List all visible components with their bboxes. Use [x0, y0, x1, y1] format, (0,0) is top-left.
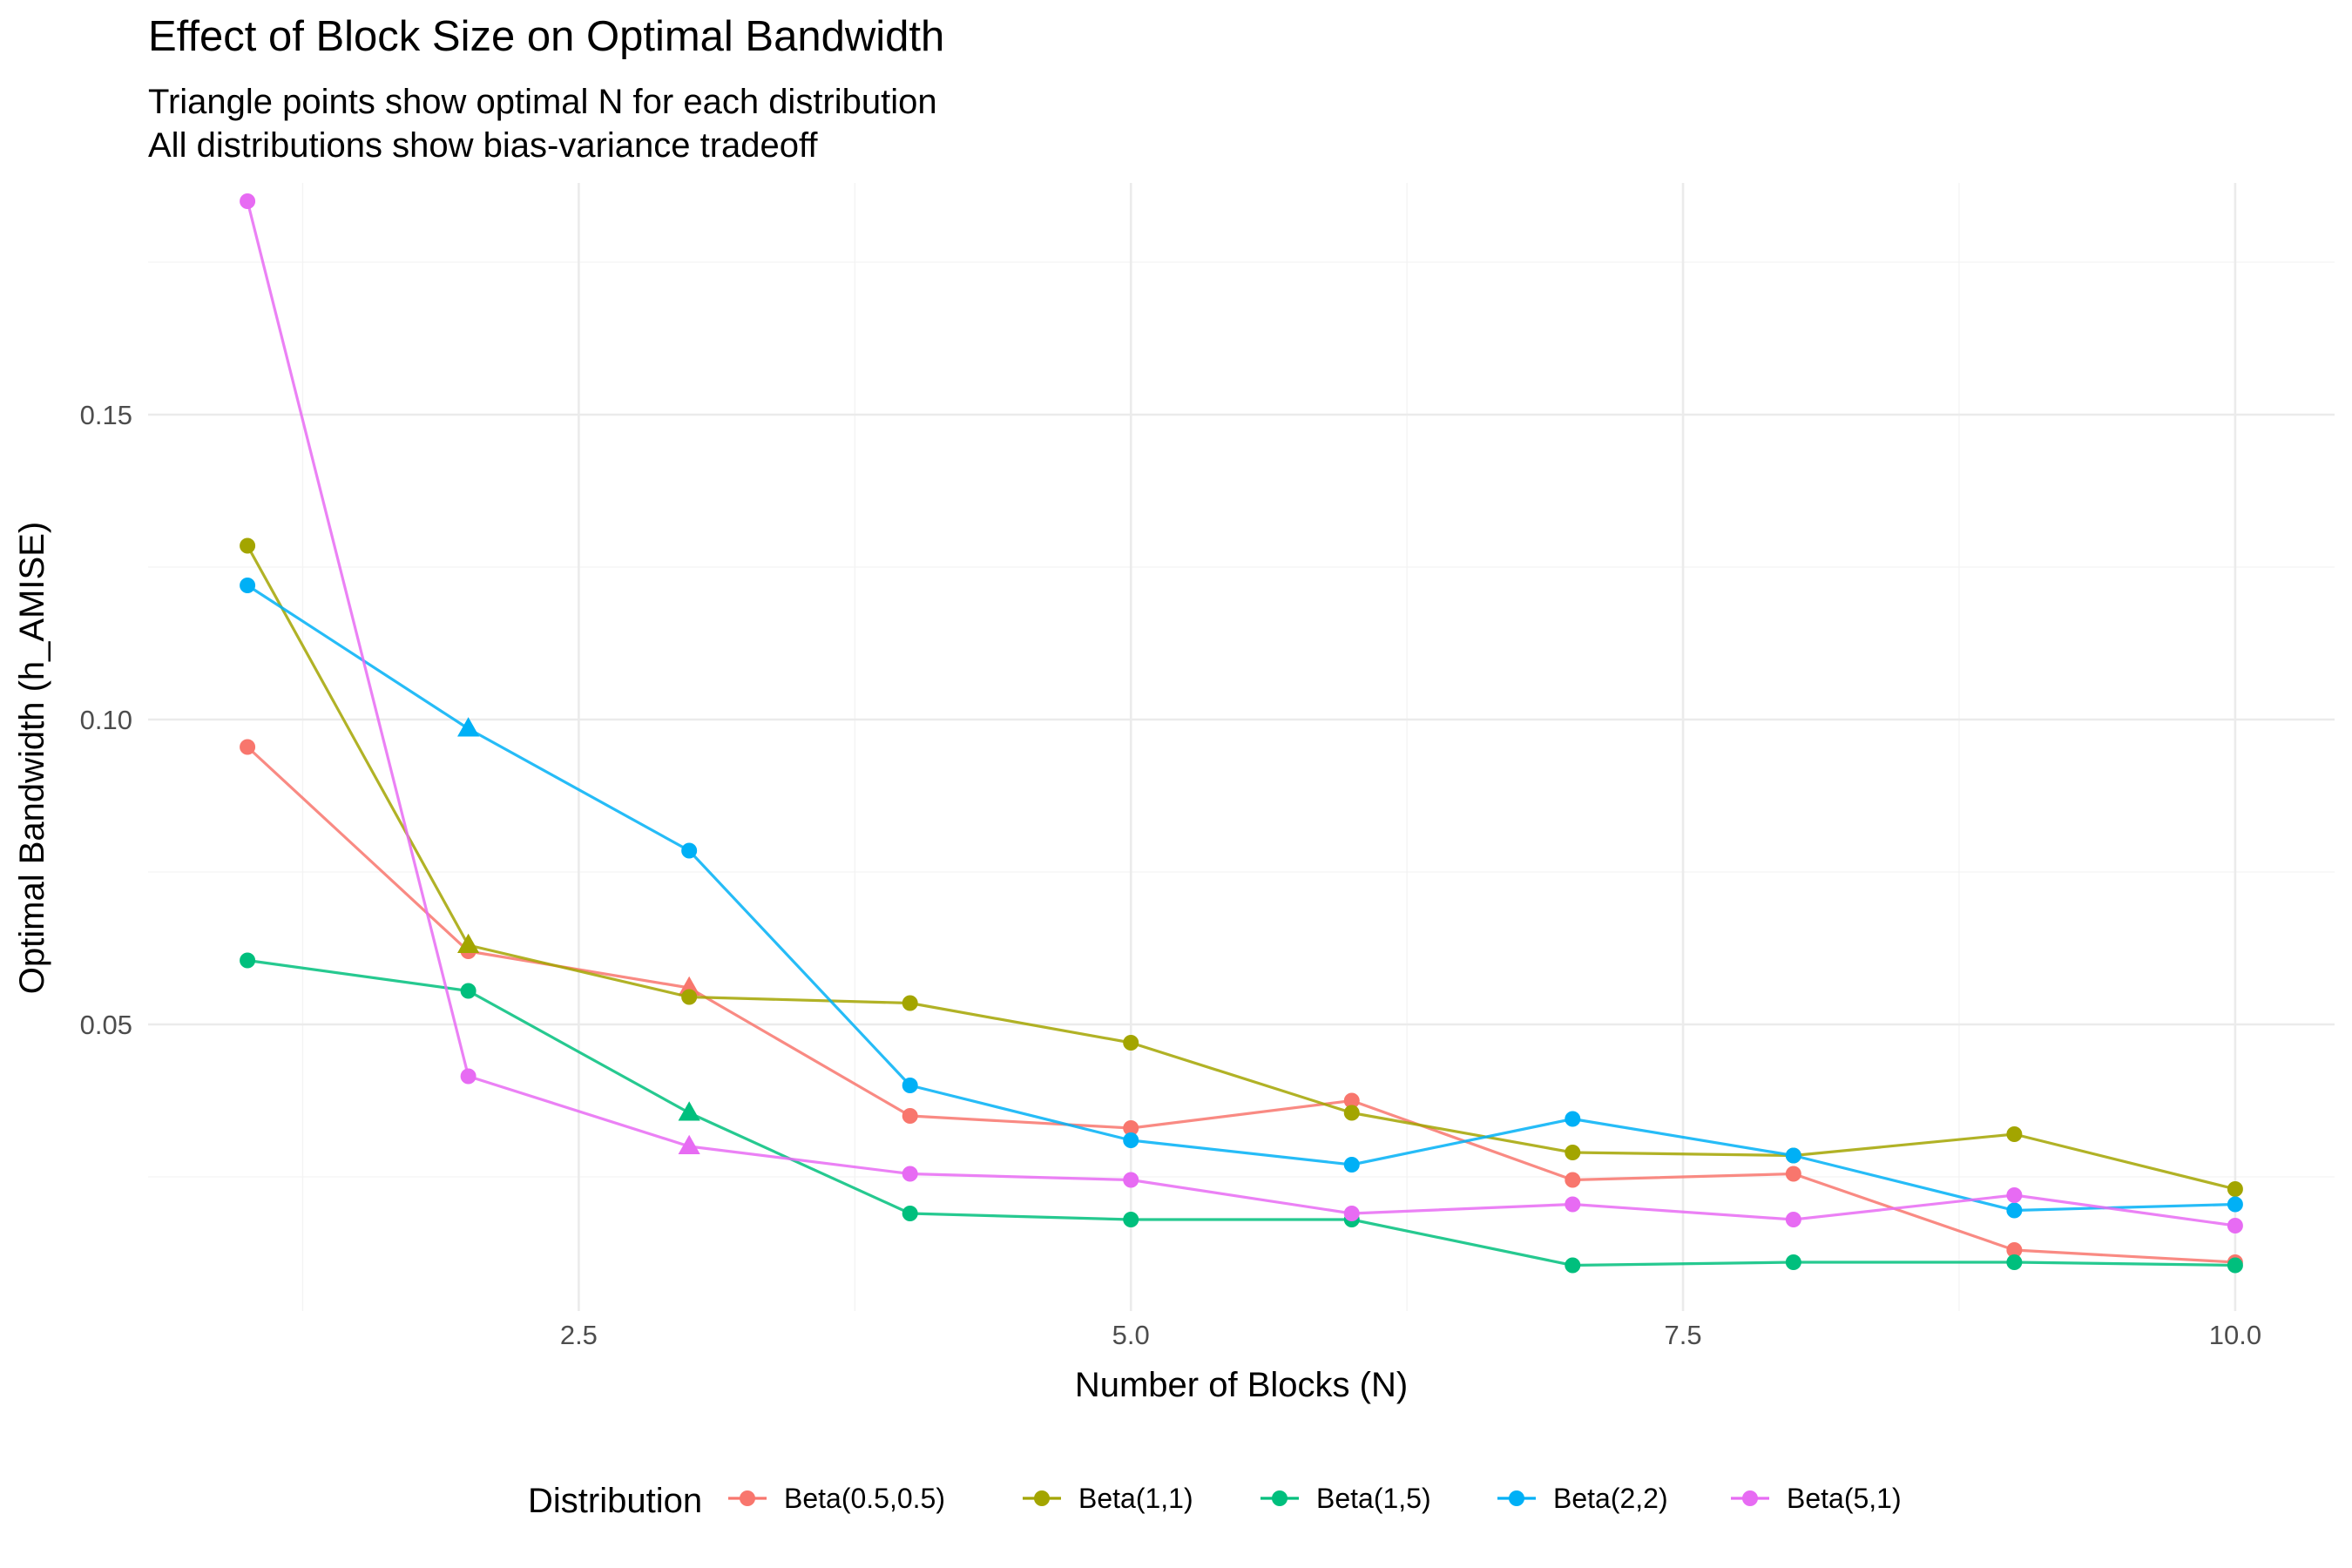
legend-label: Beta(1,5) — [1316, 1483, 1431, 1514]
data-point — [2006, 1254, 2023, 1270]
data-point — [1785, 1212, 1801, 1227]
data-point — [902, 1166, 918, 1182]
data-point — [1343, 1105, 1360, 1121]
x-tick-label: 5.0 — [1112, 1320, 1150, 1350]
legend-item: Beta(0.5,0.5) — [728, 1483, 945, 1514]
legend-key-point — [1509, 1490, 1524, 1506]
data-point — [1785, 1254, 1801, 1270]
legend-title: Distribution — [528, 1482, 702, 1520]
data-point — [240, 537, 256, 554]
legend-key-point — [1034, 1490, 1050, 1506]
data-point — [1123, 1212, 1139, 1227]
legend-item: Beta(2,2) — [1497, 1483, 1668, 1514]
y-tick-label: 0.10 — [80, 705, 132, 735]
series-Beta(5,1) — [240, 193, 2243, 1233]
data-point — [902, 1078, 918, 1093]
y-axis-ticks: 0.05 0.10 0.15 — [80, 400, 132, 1040]
data-point — [1565, 1257, 1581, 1274]
data-point — [1123, 1172, 1139, 1188]
grid — [148, 183, 2335, 1311]
x-tick-label: 2.5 — [560, 1320, 598, 1350]
optimal-point-marker — [678, 1134, 700, 1154]
data-point — [2006, 1242, 2023, 1258]
optimal-point-marker — [457, 717, 480, 737]
y-tick-label: 0.05 — [80, 1010, 132, 1040]
legend-item: Beta(5,1) — [1731, 1483, 1902, 1514]
data-point — [2227, 1181, 2243, 1197]
data-point — [240, 193, 256, 209]
series-line — [247, 958, 2235, 1267]
x-tick-label: 7.5 — [1665, 1320, 1702, 1350]
data-point — [2006, 1202, 2023, 1219]
legend-label: Beta(2,2) — [1553, 1483, 1668, 1514]
series-line — [246, 200, 2236, 1227]
data-point — [1785, 1166, 1801, 1182]
data-point — [1565, 1111, 1581, 1127]
series-line — [247, 746, 2235, 1264]
data-point — [902, 1206, 918, 1221]
data-point — [460, 1068, 476, 1085]
data-point — [2006, 1126, 2023, 1142]
x-axis-title: Number of Blocks (N) — [1075, 1366, 1408, 1404]
data-point — [2006, 1187, 2023, 1203]
series-layer — [240, 193, 2243, 1274]
data-point — [1343, 1157, 1360, 1173]
x-axis-ticks: 2.5 5.0 7.5 10.0 — [560, 1320, 2261, 1350]
legend-label: Beta(5,1) — [1787, 1483, 1902, 1514]
y-tick-label: 0.15 — [80, 400, 132, 430]
data-point — [2227, 1196, 2243, 1213]
data-point — [460, 983, 476, 999]
chart-subtitle-line-2: All distributions show bias-variance tra… — [148, 126, 818, 165]
x-tick-label: 10.0 — [2209, 1320, 2261, 1350]
series-line — [247, 584, 2235, 1213]
data-point — [902, 995, 918, 1011]
data-point — [1123, 1132, 1139, 1148]
chart-title: Effect of Block Size on Optimal Bandwidt… — [148, 13, 944, 60]
data-point — [1343, 1206, 1360, 1221]
data-point — [240, 578, 256, 593]
data-point — [2227, 1218, 2243, 1233]
legend-items: Beta(0.5,0.5) Beta(1,1) Beta(1,5) Beta(2,2)… — [728, 1483, 1902, 1514]
legend-key-point — [1742, 1490, 1758, 1506]
data-point — [1565, 1145, 1581, 1160]
legend: Distribution Beta(0.5,0.5) Beta(1,1) Beta(… — [528, 1482, 1902, 1520]
legend-label: Beta(1,1) — [1078, 1483, 1193, 1514]
data-point — [2227, 1257, 2243, 1274]
data-point — [1343, 1092, 1360, 1109]
data-point — [240, 739, 256, 755]
legend-key-point — [740, 1490, 755, 1506]
chart-subtitle-line-1: Triangle points show optimal N for each … — [148, 83, 937, 121]
legend-item: Beta(1,5) — [1260, 1483, 1431, 1514]
data-point — [902, 1108, 918, 1124]
optimal-point-marker — [678, 1101, 700, 1121]
y-axis-title: Optimal Bandwidth (h_AMISE) — [13, 522, 51, 994]
optimal-point-marker — [678, 976, 700, 996]
data-point — [1123, 1035, 1139, 1051]
legend-item: Beta(1,1) — [1023, 1483, 1193, 1514]
data-point — [1785, 1147, 1801, 1164]
data-point — [1565, 1172, 1581, 1188]
series-Beta(0.5,0.5) — [240, 739, 2243, 1270]
data-point — [681, 989, 698, 1005]
legend-key-point — [1272, 1490, 1288, 1506]
data-point — [681, 842, 698, 859]
series-Beta(2,2) — [240, 578, 2243, 1219]
legend-label: Beta(0.5,0.5) — [784, 1483, 945, 1514]
optimal-point-marker — [457, 933, 480, 953]
data-point — [240, 952, 256, 969]
data-point — [1565, 1196, 1581, 1213]
data-point — [1123, 1120, 1139, 1136]
series-line — [246, 544, 2236, 1191]
